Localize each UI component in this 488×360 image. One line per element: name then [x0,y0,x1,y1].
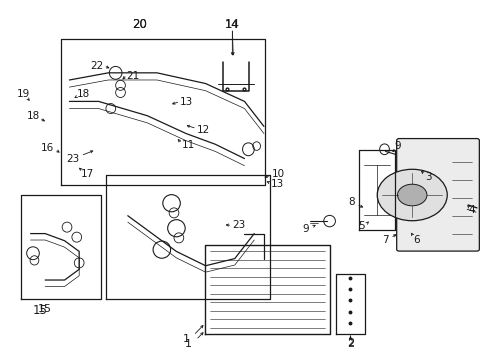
Text: 21: 21 [126,71,139,81]
FancyBboxPatch shape [396,139,478,251]
Circle shape [397,184,426,206]
Text: 14: 14 [224,18,239,31]
Text: 6: 6 [412,235,419,245]
Text: 1: 1 [184,339,192,348]
Text: 12: 12 [196,125,209,135]
Text: 2: 2 [346,338,353,347]
Circle shape [376,169,447,221]
Text: 20: 20 [132,18,147,31]
Text: 3: 3 [424,172,431,182]
Text: 15: 15 [38,303,52,314]
Text: 13: 13 [270,179,283,189]
Text: 14: 14 [225,19,239,30]
Text: 8: 8 [347,197,354,207]
Text: 22: 22 [90,61,103,71]
Text: 23: 23 [66,154,80,163]
Text: 13: 13 [179,97,192,107]
Text: 4: 4 [468,205,474,215]
Text: 9: 9 [302,224,308,234]
Text: 18: 18 [26,111,40,121]
Text: 16: 16 [41,143,54,153]
Text: 23: 23 [232,220,245,230]
Text: 2: 2 [346,339,353,348]
Text: 11: 11 [182,140,195,150]
Text: 19: 19 [17,89,30,99]
Text: 7: 7 [382,235,388,245]
Text: 5: 5 [357,221,364,231]
Text: 17: 17 [81,168,94,179]
Text: 1: 1 [183,334,189,344]
Text: 9: 9 [394,141,401,151]
Text: 10: 10 [271,168,285,179]
Text: 15: 15 [33,304,48,317]
Text: 20: 20 [132,18,147,31]
Text: 18: 18 [76,89,89,99]
